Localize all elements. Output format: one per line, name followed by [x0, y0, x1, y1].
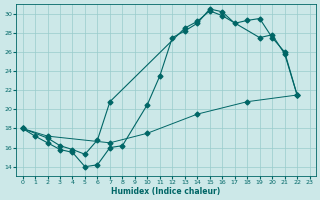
X-axis label: Humidex (Indice chaleur): Humidex (Indice chaleur): [111, 187, 221, 196]
